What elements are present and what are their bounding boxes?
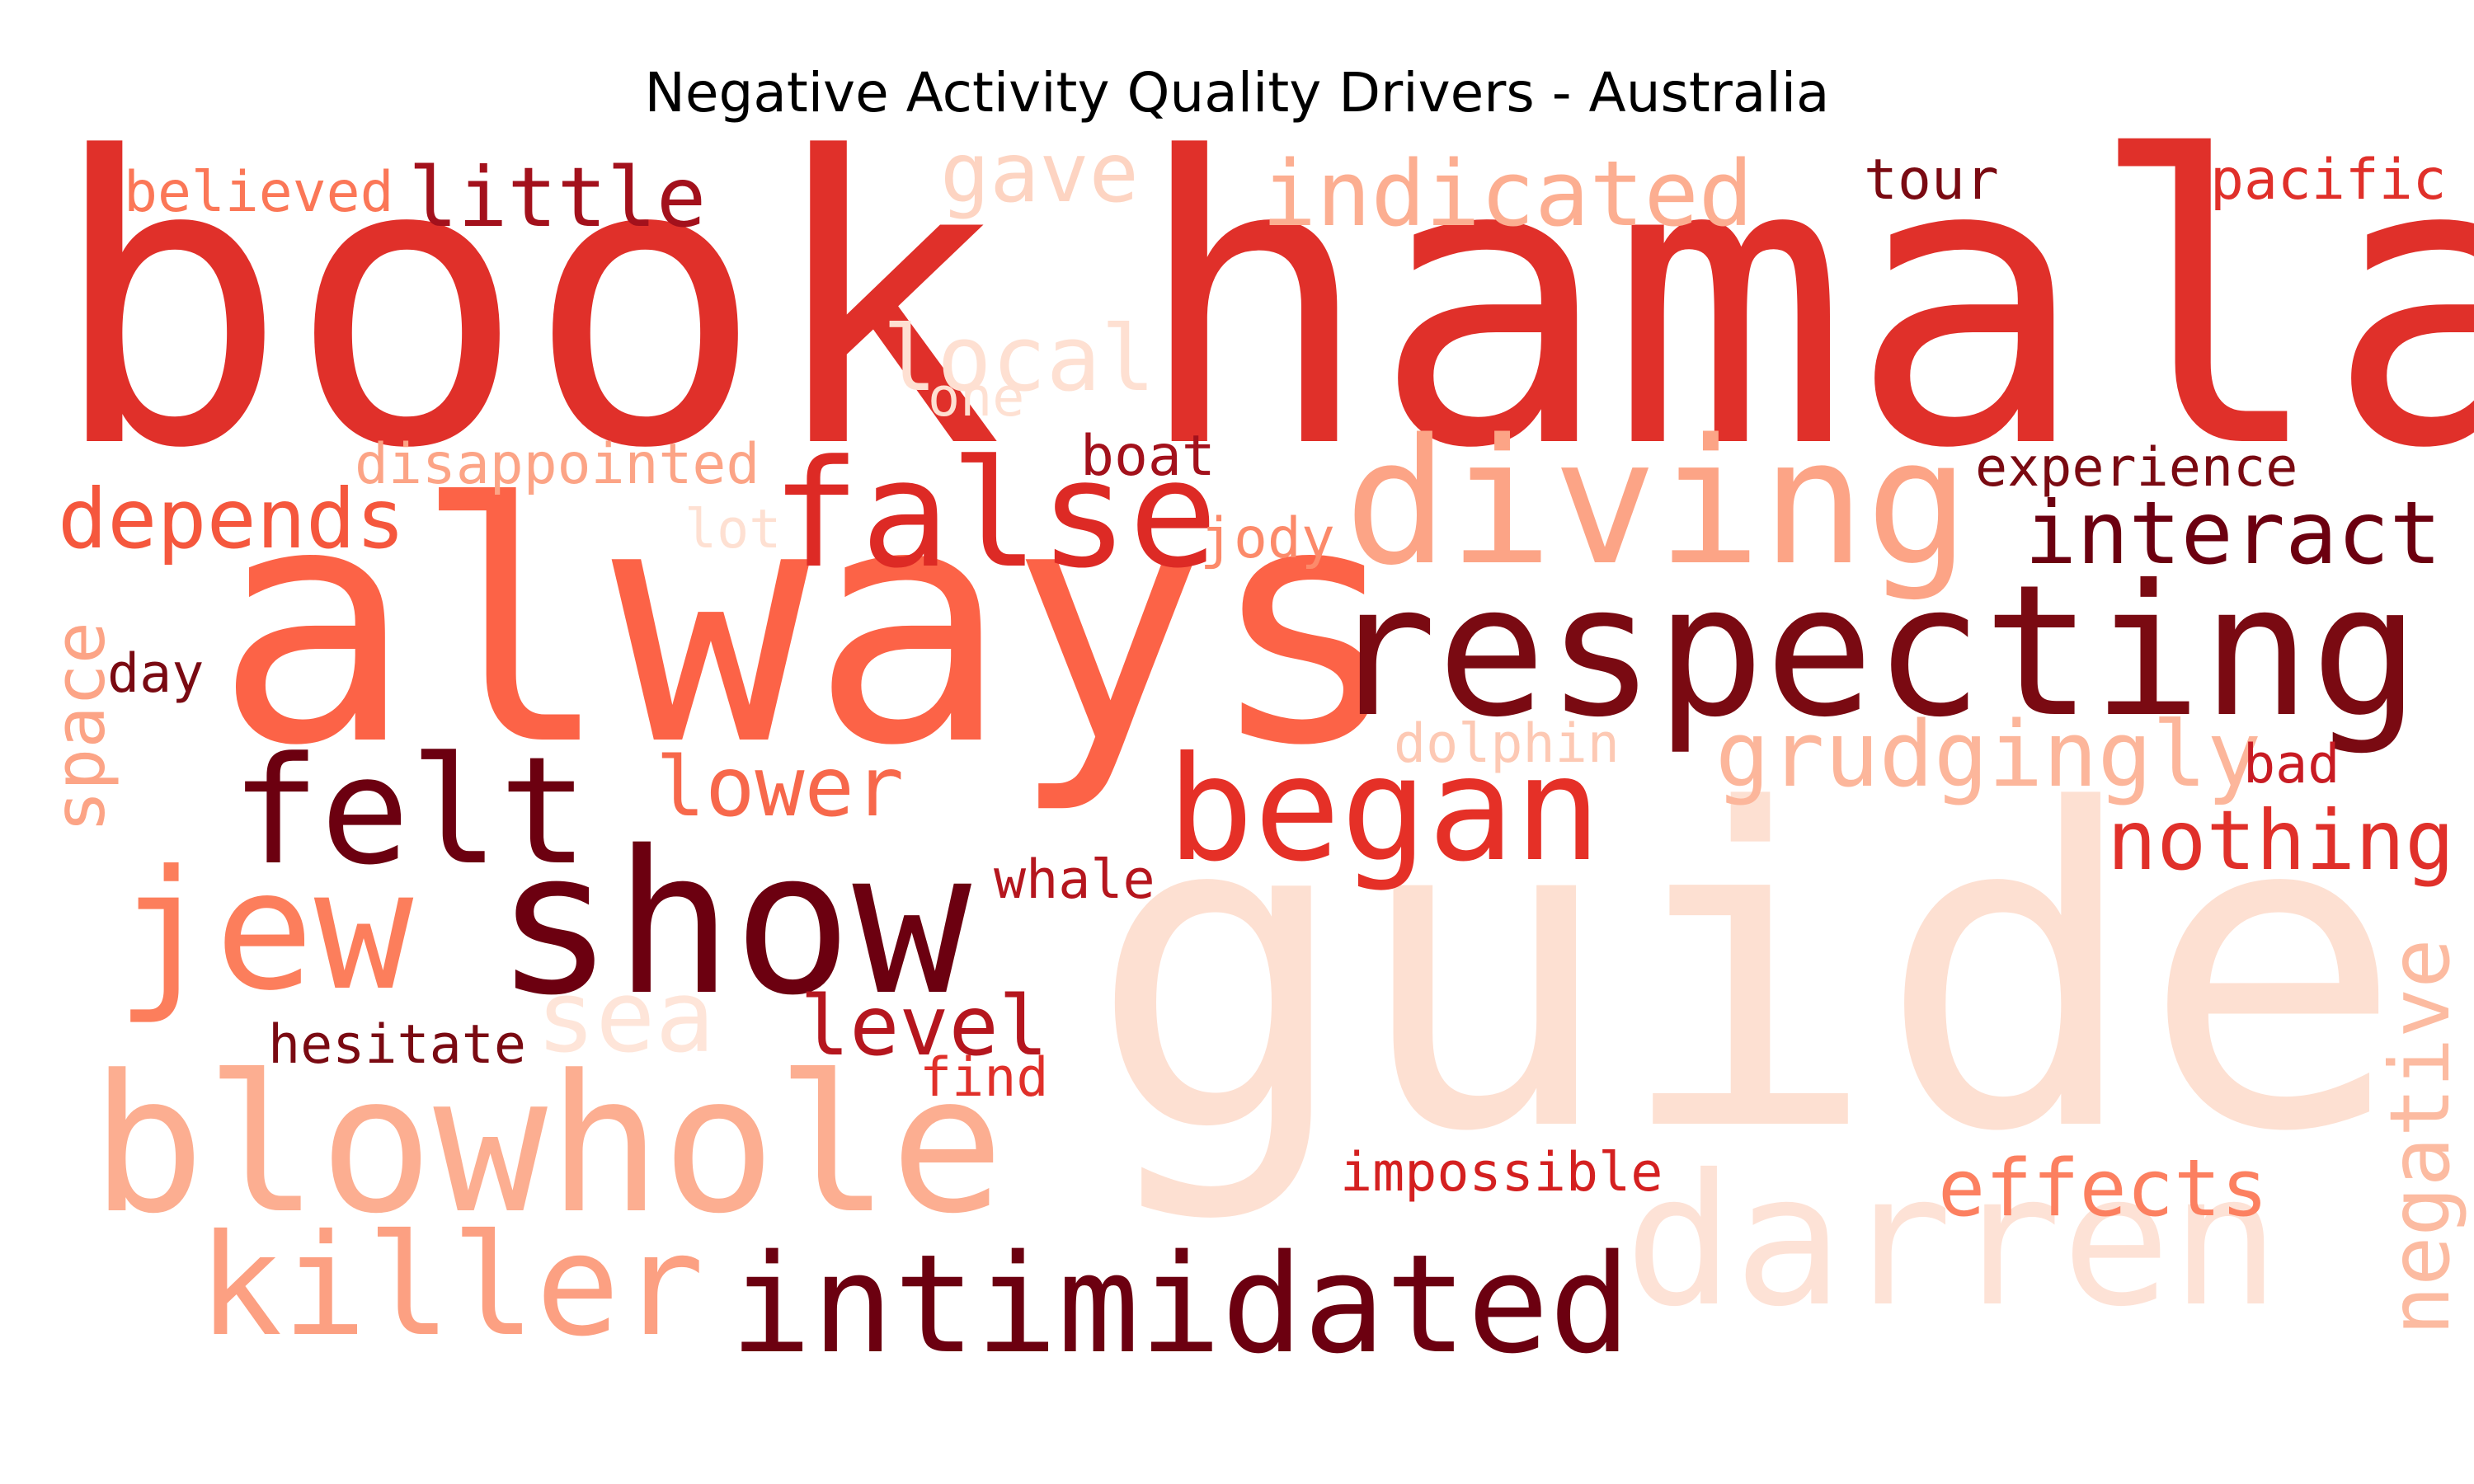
word-space: space [40, 622, 121, 833]
word-indicated: indicated [1262, 141, 1754, 247]
chart-title: Negative Activity Quality Drivers - Aust… [644, 61, 1830, 124]
word-darren: darren [1625, 1135, 2280, 1346]
word-level: level [800, 978, 1049, 1074]
word-hesitate: hesitate [268, 1014, 527, 1076]
word-blowhole: blowhole [91, 1036, 1004, 1256]
word-boat: boat [1080, 424, 1216, 489]
word-sea: sea [536, 960, 715, 1075]
word-jew: jew [115, 835, 414, 1027]
word-tour: tour [1864, 148, 1999, 213]
word-day: day [107, 643, 205, 705]
word-local: local [882, 306, 1156, 411]
word-effects: effects [1938, 1144, 2269, 1234]
word-little: little [408, 149, 707, 246]
word-killer: killer [198, 1205, 705, 1368]
word-experience: experience [1975, 437, 2298, 499]
word-false: false [771, 429, 1218, 601]
word-diving: diving [1344, 402, 1970, 603]
word-find: find [920, 1047, 1049, 1109]
word-depends: depends [58, 471, 406, 567]
word-gave: gave [940, 124, 1139, 221]
word-impossible: impossible [1340, 1142, 1663, 1204]
word-always: always [214, 434, 1406, 818]
word-began: began [1167, 726, 1602, 894]
word-whale: whale [994, 849, 1155, 911]
word-felt: felt [231, 726, 589, 898]
word-book: book [49, 74, 1003, 535]
word-believed: believed [124, 160, 394, 225]
word-grudgingly: grudgingly [1715, 702, 2262, 807]
word-negative: negative [2372, 938, 2468, 1336]
word-interact: interact [2025, 483, 2442, 584]
word-respecting: respecting [1328, 546, 2420, 757]
word-pacific: pacific [2210, 148, 2447, 213]
word-hamala: hamala [1134, 74, 2474, 535]
word-nothing: nothing [2107, 792, 2455, 889]
word-lower: lower [656, 739, 905, 835]
word-one: one [928, 367, 1025, 429]
word-disappointed: disappointed [355, 432, 760, 497]
word-jody: jody [1200, 506, 1335, 571]
word-dolphin: dolphin [1394, 713, 1620, 775]
word-lot: lot [684, 499, 782, 561]
word-bad: bad [2243, 734, 2340, 796]
word-show: show [495, 808, 971, 1039]
word-intimidated: intimidated [730, 1225, 1631, 1383]
word-guide: guide [1089, 718, 2405, 1227]
